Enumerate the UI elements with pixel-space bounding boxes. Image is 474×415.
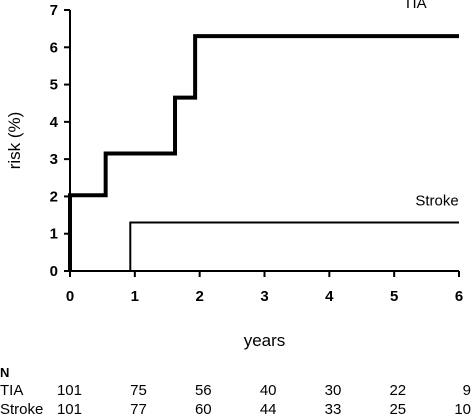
n-cell: 30: [325, 382, 342, 399]
y-tick-label: 5: [50, 77, 58, 94]
n-row-label: TIA: [0, 382, 23, 399]
n-cell: 40: [260, 382, 277, 399]
n-header: N: [0, 365, 9, 380]
x-tick-label: 3: [260, 288, 268, 305]
series-label: TIA: [403, 0, 426, 12]
series-label: Stroke: [415, 193, 458, 210]
x-tick-label: 1: [131, 288, 139, 305]
x-tick-label: 0: [66, 288, 74, 305]
x-tick-label: 6: [455, 288, 463, 305]
y-tick-label: 2: [50, 188, 58, 205]
n-cell: 77: [130, 401, 147, 415]
n-cell: 101: [57, 382, 82, 399]
n-cell: 101: [57, 401, 82, 415]
axes: 0 1 2 3 4 5 6 7 0 1 2 3 4 5 6: [50, 2, 464, 305]
y-axis-label: risk (%): [5, 112, 24, 170]
n-cell: 22: [389, 382, 406, 399]
y-tick-label: 1: [50, 226, 58, 243]
labels-group: risk (%) years TIA Stroke: [5, 0, 459, 350]
n-cell: 10: [454, 401, 471, 415]
n-row-label: Stroke: [0, 401, 43, 415]
y-tick-label: 3: [50, 151, 58, 168]
y-tick-label: 7: [50, 2, 58, 19]
x-axis-label: years: [244, 331, 286, 350]
series-group: [68, 34, 459, 271]
number-at-risk-table: N TIA 101 75 56 40 30 22 9 Stroke 101 77 60 44 33 25 10: [0, 365, 471, 415]
n-cell: 60: [195, 401, 212, 415]
x-tick-label: 5: [390, 288, 398, 305]
n-cell: 25: [389, 401, 406, 415]
series-line-stroke: [129, 221, 459, 271]
y-tick-label: 4: [50, 114, 59, 131]
x-tick-label: 4: [325, 288, 334, 305]
series-line-tia: [68, 34, 459, 271]
n-cell: 9: [463, 382, 471, 399]
x-tick-label: 2: [195, 288, 203, 305]
n-cell: 44: [260, 401, 277, 415]
y-tick-label: 0: [50, 263, 58, 280]
n-cell: 75: [130, 382, 147, 399]
n-cell: 33: [325, 401, 342, 415]
n-cell: 56: [195, 382, 212, 399]
y-tick-label: 6: [50, 39, 58, 56]
